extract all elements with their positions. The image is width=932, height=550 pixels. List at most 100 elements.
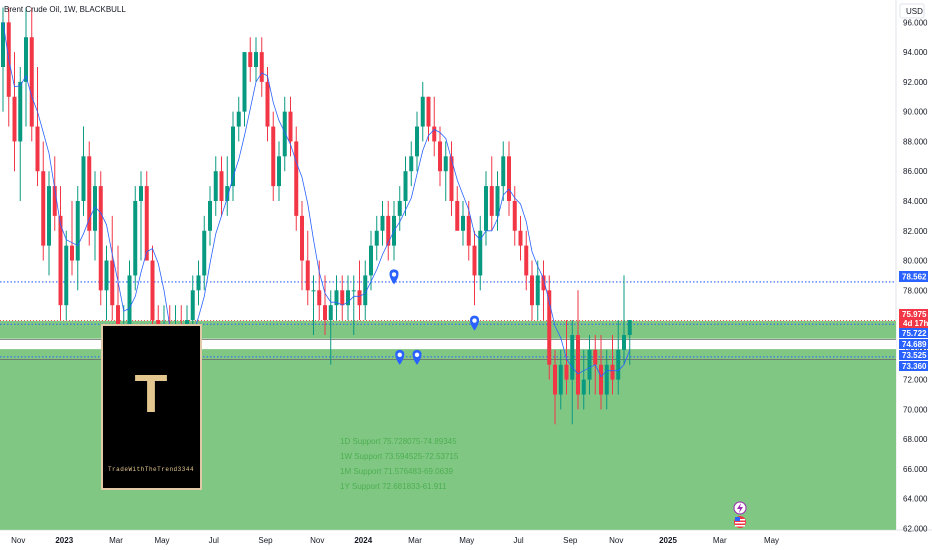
candle-up bbox=[380, 215, 385, 231]
map-pins bbox=[389, 269, 479, 365]
candle-down bbox=[507, 156, 511, 201]
candle-up bbox=[81, 156, 86, 201]
lightning-icon[interactable] bbox=[733, 501, 747, 515]
tag-countdown: 4d 17h bbox=[903, 319, 928, 328]
candle-up bbox=[374, 230, 379, 246]
candle-up bbox=[18, 81, 23, 142]
y-tick-label: 88.000 bbox=[903, 137, 928, 146]
x-tick-label: Nov bbox=[11, 536, 25, 545]
tag-level-3: 73.525 bbox=[902, 351, 927, 360]
candle-up bbox=[311, 290, 316, 292]
x-tick-label: Nov bbox=[310, 536, 324, 545]
candle-up bbox=[277, 156, 281, 187]
candle-up bbox=[64, 245, 69, 306]
y-tick-label: 78.000 bbox=[903, 286, 928, 295]
candle-up bbox=[93, 186, 97, 231]
candle-up bbox=[346, 290, 350, 306]
candle-down bbox=[323, 305, 327, 321]
candle-down bbox=[300, 215, 304, 261]
candle-down bbox=[547, 290, 552, 365]
tag-level-2-bg bbox=[899, 339, 928, 349]
y-tick-label: 80.000 bbox=[903, 257, 928, 266]
y-tick-label: 68.000 bbox=[903, 435, 928, 444]
zone-gap bbox=[0, 338, 896, 350]
candle-down bbox=[449, 156, 454, 201]
candle-down bbox=[593, 349, 598, 365]
currency-label: USD bbox=[906, 7, 923, 16]
us-flag-icon[interactable] bbox=[734, 516, 746, 528]
candle-down bbox=[144, 186, 149, 261]
candle-up bbox=[254, 52, 258, 67]
candle-down bbox=[150, 260, 155, 321]
candle-up bbox=[369, 245, 373, 276]
candle-up bbox=[104, 260, 109, 291]
candle-down bbox=[271, 126, 276, 187]
candle-up bbox=[334, 290, 339, 306]
candle-up bbox=[47, 186, 51, 246]
candle-up bbox=[484, 186, 488, 231]
candle-down bbox=[599, 364, 603, 395]
candle-up bbox=[461, 215, 465, 231]
x-tick-label: May bbox=[459, 536, 474, 545]
support-note-1d: 1D Support 75.728075-74.89345 bbox=[340, 437, 457, 446]
zone-1w-support bbox=[0, 349, 896, 371]
candle-down bbox=[512, 200, 517, 231]
tag-level-3-bg bbox=[899, 350, 928, 360]
y-tick-label: 96.000 bbox=[903, 18, 928, 27]
candle-up bbox=[616, 349, 621, 380]
candle-up bbox=[231, 126, 235, 187]
map-pin-icon[interactable] bbox=[395, 349, 405, 365]
candle-up bbox=[196, 275, 201, 291]
candle-down bbox=[530, 275, 534, 306]
candle-down bbox=[386, 215, 391, 246]
y-tick-label: 82.000 bbox=[903, 227, 928, 236]
candle-up bbox=[420, 96, 425, 127]
map-pin-icon[interactable] bbox=[412, 349, 422, 365]
candle-up bbox=[24, 37, 28, 82]
candle-down bbox=[564, 364, 569, 380]
candle-down bbox=[110, 260, 115, 306]
support-notes: 1D Support 75.728075-74.89345 1W Support… bbox=[340, 437, 459, 491]
candle-up bbox=[242, 52, 247, 112]
candle-up bbox=[190, 290, 195, 321]
candle-down bbox=[29, 37, 34, 127]
map-pin-icon[interactable] bbox=[389, 269, 399, 285]
candle-up bbox=[409, 156, 414, 172]
map-pin-icon[interactable] bbox=[470, 315, 479, 331]
tag-last-price: 75.975 bbox=[902, 310, 927, 319]
x-tick-label: Jul bbox=[209, 536, 219, 545]
x-axis-ticks: Nov 2023 Mar May Jul Sep Nov 2024 Mar May Jul Sep No… bbox=[11, 536, 779, 545]
candle-up bbox=[415, 126, 419, 157]
candle-down bbox=[41, 171, 46, 246]
x-tick-label: May bbox=[764, 536, 779, 545]
candle-down bbox=[87, 156, 92, 231]
tag-last-price-bg bbox=[899, 309, 928, 328]
symbol-title: Brent Crude Oil, 1W, BLACKBULL bbox=[4, 5, 126, 14]
candle-up bbox=[403, 171, 408, 201]
candle-up bbox=[75, 200, 80, 261]
candle-up bbox=[501, 156, 506, 187]
candle-up bbox=[208, 200, 212, 231]
x-tick-label: Jul bbox=[513, 536, 523, 545]
logo-caption: TradeWithTheTrend3344 bbox=[108, 466, 194, 473]
x-tick-label: Nov bbox=[609, 536, 623, 545]
candle-down bbox=[455, 200, 460, 231]
candle-down bbox=[35, 126, 40, 172]
candle-up bbox=[478, 230, 483, 276]
candle-down bbox=[610, 364, 615, 380]
candle-down bbox=[248, 52, 253, 67]
candle-up bbox=[627, 320, 632, 335]
x-tick-label: 2025 bbox=[659, 536, 677, 545]
currency-box[interactable] bbox=[899, 3, 925, 19]
x-tick-label: Mar bbox=[109, 536, 123, 545]
y-tick-label: 62.000 bbox=[903, 525, 928, 534]
price-tags: 78.562 75.975 4d 17h 75.722 74.689 73.52… bbox=[899, 271, 928, 371]
tag-level-1-bg bbox=[899, 328, 928, 338]
x-tick-label: Sep bbox=[563, 536, 578, 545]
candle-down bbox=[317, 290, 322, 306]
candle-down bbox=[265, 81, 270, 127]
candle-down bbox=[426, 96, 431, 127]
candle-up bbox=[622, 334, 626, 350]
candle-up bbox=[363, 275, 368, 306]
